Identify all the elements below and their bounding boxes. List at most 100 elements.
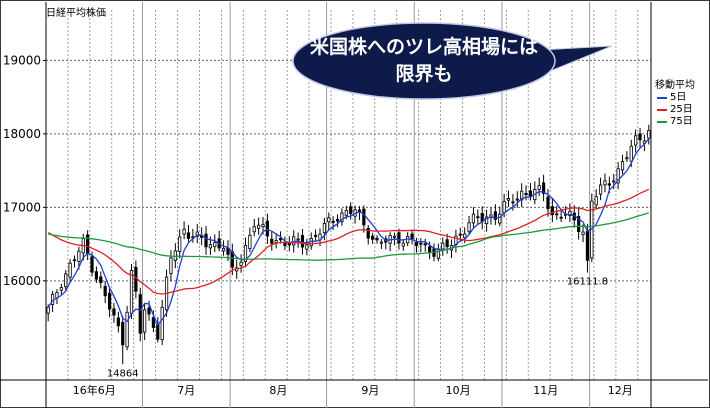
candle-body: [305, 244, 309, 250]
candle-body: [555, 213, 559, 216]
candle-body: [612, 180, 616, 183]
candle-body: [480, 213, 484, 222]
candle-body: [94, 271, 99, 280]
y-tick-label: 18000: [3, 127, 41, 141]
candle-body: [484, 216, 489, 225]
candle-body: [46, 306, 50, 314]
candle-body: [156, 324, 160, 340]
candle-body: [506, 198, 511, 201]
x-tick-label: 16年6月: [73, 383, 116, 397]
candle-body: [121, 321, 125, 346]
candle-body: [90, 256, 94, 273]
candle-body: [248, 234, 252, 249]
candle-body: [423, 243, 427, 246]
x-tick-label: 7月: [177, 384, 195, 397]
y-tick-label: 16000: [3, 274, 41, 288]
candle-body: [296, 238, 300, 241]
candle-body: [322, 223, 326, 234]
x-axis-labels: 16年6月 7月 8月 9月 10月 11月 12月: [73, 383, 633, 397]
x-tick-label: 8月: [269, 384, 287, 397]
candle-body: [182, 228, 186, 235]
candle-body: [107, 292, 112, 310]
candle-body: [160, 306, 164, 341]
y-tick-label: 19000: [3, 53, 41, 67]
candle-body: [77, 250, 81, 262]
candle-body: [116, 317, 120, 327]
candle-body: [629, 145, 633, 162]
candle-body: [283, 243, 287, 247]
candle-body: [598, 184, 603, 195]
candle-body: [178, 236, 182, 252]
candle-body: [537, 185, 541, 190]
candle-body: [414, 242, 419, 246]
candle-body: [401, 242, 405, 247]
candle-body: [134, 266, 138, 292]
candle-body: [502, 201, 506, 214]
candle-body: [64, 273, 68, 288]
legend-label-25: 25日: [670, 104, 693, 115]
candle-body: [300, 234, 305, 248]
candle-body: [511, 201, 515, 204]
candle-body: [72, 259, 77, 262]
candle-body: [524, 192, 528, 196]
legend-swatch-5: [657, 97, 667, 99]
candle-body: [335, 218, 340, 222]
candle-body: [493, 211, 497, 220]
candle-body: [577, 216, 581, 232]
candle-body: [581, 231, 585, 236]
legend-swatch-75: [657, 121, 667, 123]
callout-bubble: [292, 22, 613, 100]
candle-body: [515, 198, 519, 201]
candle-body: [620, 161, 625, 171]
candle-body: [213, 242, 217, 248]
candle-body: [125, 311, 129, 348]
candle-body: [59, 287, 63, 291]
ma-line-5: [47, 138, 650, 327]
candle-body: [274, 240, 278, 244]
ma-line-75: [48, 212, 649, 261]
candle-body: [195, 231, 199, 237]
candle-body: [208, 244, 213, 249]
candle-body: [239, 261, 243, 266]
callout-ellipse: [292, 22, 556, 100]
legend: 移動平均 5日 25日 75日: [655, 80, 710, 128]
candle-body: [143, 309, 147, 333]
candle-body: [476, 216, 480, 219]
candle-body: [349, 206, 353, 215]
candle-body: [392, 235, 397, 238]
candle-body: [169, 257, 173, 274]
chart-title: 日経平均株価: [46, 8, 106, 19]
candle-body: [520, 190, 524, 201]
candle-body: [278, 238, 283, 241]
candle-body: [243, 244, 248, 262]
candle-body: [410, 233, 414, 240]
legend-label-75: 75日: [670, 116, 693, 127]
candle-body: [594, 196, 598, 206]
candle-body: [265, 220, 270, 237]
candle-body: [186, 232, 191, 239]
candle-body: [585, 231, 590, 261]
candle-body: [625, 157, 629, 160]
candle-body: [463, 233, 467, 239]
annotation-label: 16111.8: [567, 277, 608, 288]
x-tick-label: 11月: [533, 384, 558, 397]
candle-body: [270, 238, 274, 244]
candle-body: [419, 242, 423, 245]
candle-body: [331, 220, 335, 223]
candle-body: [541, 182, 546, 194]
candle-body: [129, 270, 134, 314]
legend-swatch-25: [657, 109, 667, 111]
candle-body: [379, 241, 383, 244]
candle-body: [99, 276, 103, 284]
candle-body: [471, 213, 476, 224]
ma-line-25: [47, 188, 650, 295]
candle-body: [445, 239, 449, 248]
candle-body: [327, 217, 331, 223]
candle-body: [138, 294, 142, 334]
candles: [46, 124, 651, 365]
candle-body: [261, 224, 265, 228]
candle-body: [344, 210, 348, 216]
candle-body: [397, 232, 401, 244]
